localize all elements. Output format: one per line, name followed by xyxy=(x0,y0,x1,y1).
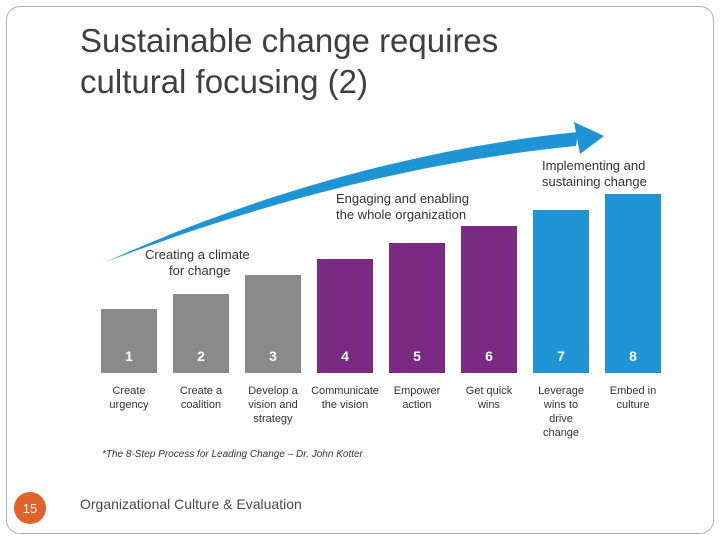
step-number-8: 8 xyxy=(629,348,637,364)
step-number-2: 2 xyxy=(197,348,205,364)
phase-label-2: Engaging and enabling the whole organizat… xyxy=(336,191,469,222)
step-number-7: 7 xyxy=(557,348,565,364)
step-label-6: Get quick wins xyxy=(466,385,513,411)
progress-arrow-head xyxy=(574,122,604,154)
title-line-1: Sustainable change requires xyxy=(80,22,499,59)
step-label-2: Create a coalition xyxy=(180,385,223,411)
step-bar-4 xyxy=(317,259,373,373)
step-bar-3 xyxy=(245,275,301,373)
footer-text: Organizational Culture & Evaluation xyxy=(80,496,302,512)
step-label-7: Leverage wins to drive change xyxy=(538,385,584,439)
step-label-1: Create urgency xyxy=(109,385,149,411)
page-number-badge: 15 xyxy=(14,492,46,524)
phase-label-3: Implementing and sustaining change xyxy=(542,158,647,189)
source-note: *The 8-Step Process for Leading Change –… xyxy=(102,449,364,460)
step-bar-7 xyxy=(533,210,589,373)
step-number-4: 4 xyxy=(341,348,349,364)
step-number-5: 5 xyxy=(413,348,421,364)
step-number-6: 6 xyxy=(485,348,493,364)
step-bar-5 xyxy=(389,243,445,373)
step-bar-1 xyxy=(101,309,157,373)
title-line-2: cultural focusing (2) xyxy=(80,63,368,100)
step-label-5: Empower action xyxy=(394,385,441,411)
step-bar-8 xyxy=(605,194,661,373)
step-bar-6 xyxy=(461,226,517,373)
progress-arrow-body xyxy=(106,132,578,262)
phase-label-1: Creating a climate for change xyxy=(145,247,250,278)
step-number-1: 1 xyxy=(125,348,133,364)
step-label-8: Embed in culture xyxy=(610,385,656,411)
step-bar-2 xyxy=(173,294,229,373)
step-number-3: 3 xyxy=(269,348,277,364)
slide-title: Sustainable change requires cultural foc… xyxy=(80,20,680,102)
page-number: 15 xyxy=(22,500,38,516)
step-label-3: Develop a vision and strategy xyxy=(248,385,298,425)
step-label-4: Communicate the vision xyxy=(311,385,379,411)
